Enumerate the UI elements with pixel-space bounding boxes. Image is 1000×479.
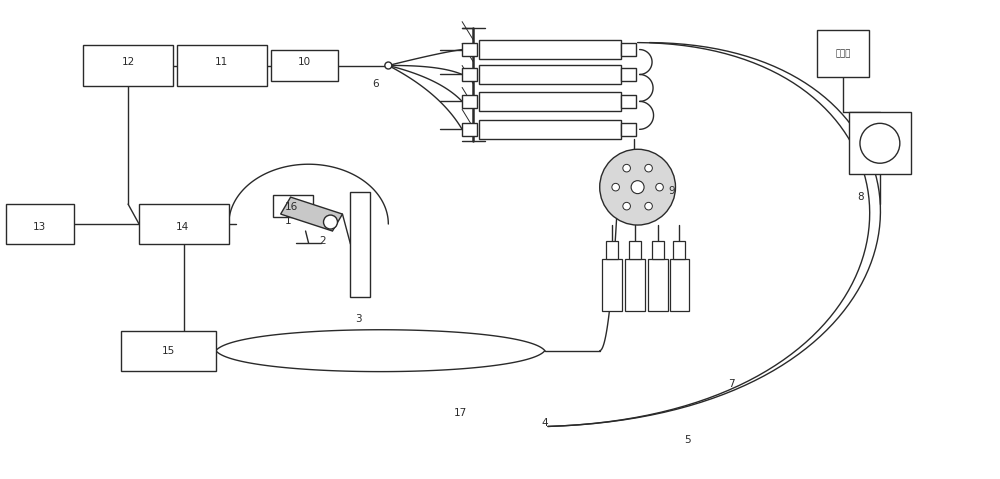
- Bar: [621, 68, 636, 81]
- Text: 5: 5: [684, 435, 691, 445]
- Bar: [121, 331, 216, 371]
- Circle shape: [385, 62, 392, 69]
- Polygon shape: [281, 197, 342, 231]
- Bar: [629, 241, 641, 259]
- Bar: [849, 113, 911, 174]
- Text: 7: 7: [728, 378, 735, 388]
- Bar: [462, 43, 477, 56]
- Bar: [621, 123, 636, 136]
- Bar: [479, 65, 621, 84]
- Circle shape: [656, 183, 663, 191]
- Text: 2: 2: [319, 236, 326, 246]
- Text: 15: 15: [161, 346, 175, 356]
- Text: 11: 11: [215, 57, 228, 67]
- Circle shape: [612, 183, 619, 191]
- Bar: [652, 241, 664, 259]
- Bar: [606, 241, 618, 259]
- Bar: [479, 40, 621, 59]
- Bar: [350, 192, 370, 297]
- Circle shape: [623, 202, 630, 210]
- Text: 12: 12: [121, 57, 135, 67]
- Bar: [271, 49, 338, 81]
- Bar: [83, 45, 173, 86]
- Text: 废液池: 废液池: [835, 49, 851, 58]
- Text: 4: 4: [542, 419, 548, 428]
- Circle shape: [645, 164, 652, 172]
- Text: 1: 1: [285, 216, 292, 226]
- Circle shape: [324, 215, 337, 229]
- Circle shape: [600, 149, 675, 225]
- Text: 13: 13: [33, 222, 46, 232]
- Text: 10: 10: [298, 57, 311, 67]
- Bar: [139, 204, 229, 244]
- Bar: [817, 30, 869, 78]
- Text: 17: 17: [453, 409, 467, 419]
- Text: 16: 16: [285, 202, 298, 212]
- Circle shape: [860, 123, 900, 163]
- Bar: [462, 123, 477, 136]
- Bar: [621, 43, 636, 56]
- Circle shape: [645, 202, 652, 210]
- Bar: [462, 95, 477, 108]
- Bar: [6, 204, 74, 244]
- Text: 14: 14: [176, 222, 190, 232]
- Bar: [602, 259, 622, 311]
- Text: 9: 9: [668, 186, 675, 196]
- Bar: [273, 195, 313, 217]
- Text: 8: 8: [858, 192, 864, 202]
- Bar: [177, 45, 267, 86]
- Circle shape: [631, 181, 644, 194]
- Bar: [670, 259, 689, 311]
- Text: 3: 3: [355, 314, 362, 324]
- Bar: [479, 120, 621, 139]
- Bar: [625, 259, 645, 311]
- Bar: [673, 241, 685, 259]
- Bar: [648, 259, 668, 311]
- Text: 6: 6: [372, 80, 379, 90]
- Bar: [621, 95, 636, 108]
- Bar: [479, 92, 621, 111]
- Circle shape: [623, 164, 630, 172]
- Bar: [462, 68, 477, 81]
